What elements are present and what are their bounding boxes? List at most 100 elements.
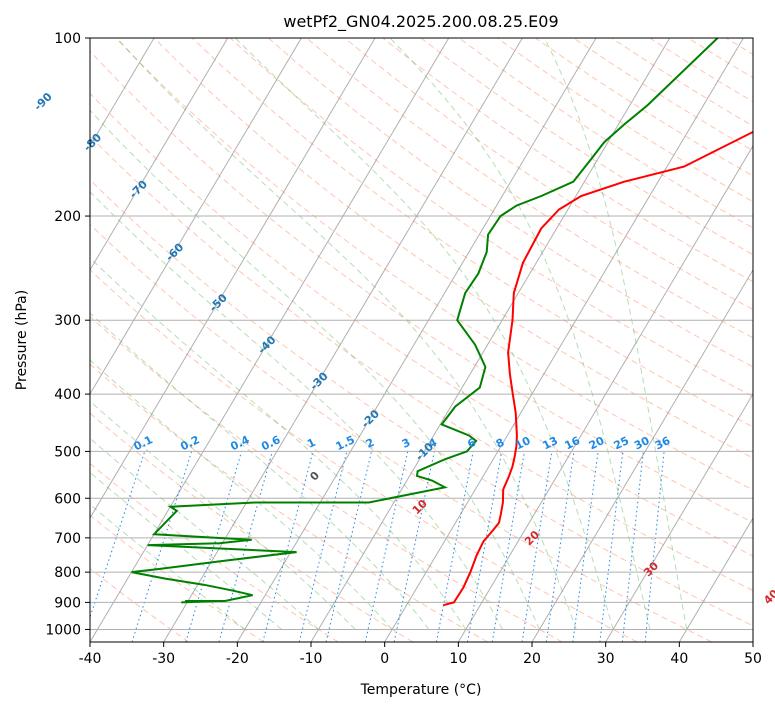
mixing-ratio-label: 10 [513,434,533,453]
isotherm-label: -30 [307,369,330,392]
y-axis: 100 200 300 400 500 600 700 800 900 1000 [45,31,90,638]
isotherm-label: -100 [0,55,3,84]
dewpoint-series-line [131,38,719,604]
mixing-ratio-label: 25 [612,434,631,452]
mixing-ratio-label: 8 [494,436,507,451]
dry-adiabat-line [115,38,753,491]
dry-adiabat-line [344,38,753,311]
isotherm-label: -40 [255,333,278,356]
isotherm-line [605,392,753,642]
mixing-ratio-line [491,451,525,642]
dry-adiabat-line [90,412,414,642]
mixing-ratio-line [90,451,146,619]
temperature-series-line [443,130,753,607]
y-tick-label: 900 [54,595,81,611]
mixing-ratio-line [364,451,409,642]
mixing-ratio-line [467,451,503,642]
moist-adiabat-line [90,359,393,630]
dry-adiabat-line [382,38,753,283]
y-tick-label: 600 [54,491,81,507]
isotherm-line [90,38,155,147]
mixing-ratio-label: 2 [364,436,377,451]
dry-adiabat-line [90,223,712,642]
isotherm-line [90,38,229,271]
dry-adiabat-label: 10 [410,497,430,517]
mixing-ratio-line [393,451,435,642]
isotherm-line [752,641,753,642]
isotherm-line [236,38,597,642]
moist-adiabat-line [90,503,246,630]
isotherm-line [90,38,302,395]
x-axis-label: Temperature (°C) [360,682,482,698]
isotherm-line [310,38,671,642]
moist-adiabat-line [544,38,688,630]
y-tick-label: 200 [54,209,81,225]
mixing-ratio-line [435,451,474,642]
isotherm-line [0,38,80,642]
isotherm-line [163,38,523,642]
moist-adiabat-line [234,38,614,630]
moist-adiabat-line [389,38,651,630]
mixing-ratio-line [621,451,644,642]
y-tick-label: 500 [54,444,81,460]
mixing-ratio-line [218,451,273,642]
x-axis: -40 -30 -20 -10 0 10 20 30 40 50 [79,642,762,667]
isotherm-label: -20 [359,407,382,430]
x-tick-label: 40 [670,651,688,667]
dry-adiabat-line [687,38,753,79]
y-tick-label: 800 [54,565,81,581]
x-tick-label: -10 [300,651,323,667]
isotherm-line [90,38,450,642]
mixing-ratio-line [644,451,665,642]
isotherm-label: -70 [127,177,150,200]
y-axis-label: Pressure (hPa) [14,290,30,390]
mixing-ratio-line [521,451,553,642]
dry-adiabat-label: 20 [522,528,542,548]
y-tick-label: 100 [54,31,81,47]
mixing-ratio-label: 36 [653,434,673,453]
x-tick-label: 50 [744,651,762,667]
mixing-ratio-label: 1.5 [334,433,357,453]
dry-adiabat-line [90,568,190,642]
dry-adiabat-line [90,179,753,627]
pressure-gridlines [90,38,753,630]
dry-adiabat-line [90,363,488,642]
mixing-ratio-label: 30 [632,434,652,453]
isotherm-line [384,38,744,642]
y-tick-label: 700 [54,531,81,547]
mixing-ratio-line [185,451,243,642]
mixing-ratio-line [545,451,575,642]
moist-adiabat-line [90,437,319,630]
isotherm-line [678,516,753,642]
isotherm-line [457,144,753,642]
dry-adiabat-line [229,38,753,398]
dry-adiabat-line [306,38,753,339]
dry-adiabat-line [90,50,753,524]
mixing-ratio-label: 20 [587,434,607,453]
x-tick-label: 20 [523,651,541,667]
mixing-ratio-line [262,451,314,642]
moist-adiabat-line [90,312,430,630]
chart-title: wetPf2_GN04.2025.200.08.25.E09 [283,12,558,32]
x-tick-label: -20 [226,651,249,667]
mixing-ratio-label: 16 [563,434,583,453]
dry-adiabat-line [268,38,753,368]
x-tick-label: -30 [152,651,175,667]
dry-adiabat-label: 40 [761,587,775,607]
dry-adiabat-line [420,38,753,256]
mixing-ratio-label: 0.1 [132,433,155,453]
y-tick-label: 1000 [45,622,81,638]
moist-adiabat-line [116,38,577,630]
mixing-ratio-line [572,451,599,642]
moist-adiabat-line [90,109,540,630]
mixing-ratio-line [325,451,373,642]
plot-frame [89,37,754,643]
moist-adiabat-line [90,400,356,630]
dry-adiabat-line [649,38,753,103]
x-tick-label: 30 [597,651,615,667]
sounding-profiles [131,38,753,607]
dry-adiabat-label: 0 [307,469,322,484]
mixing-ratio-label: 0.2 [178,433,201,453]
dry-adiabat-line [458,38,753,229]
isotherm-label: -80 [81,131,104,154]
